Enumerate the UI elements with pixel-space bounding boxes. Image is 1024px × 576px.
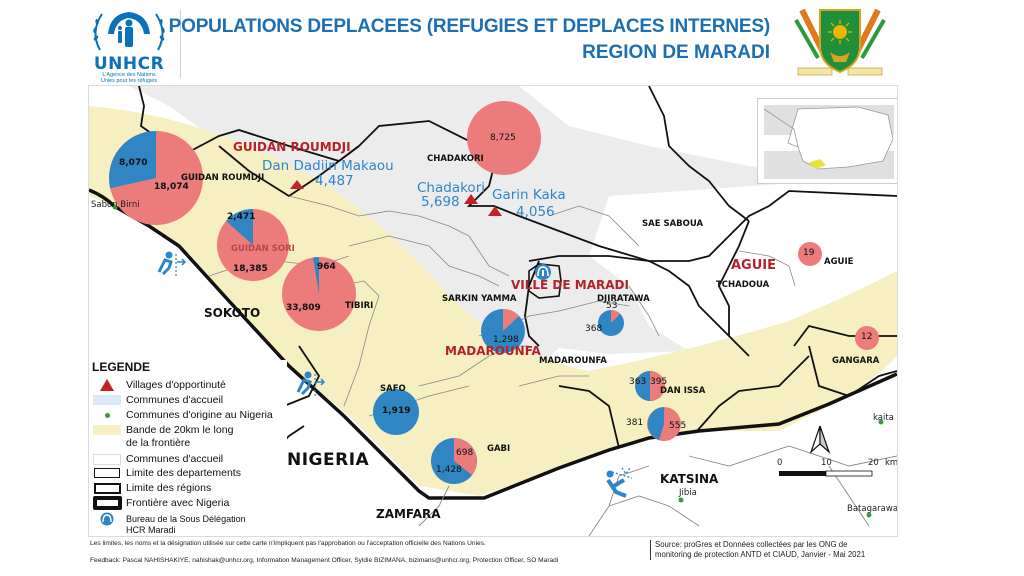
page-subtitle: REGION DE MARADI	[582, 42, 770, 63]
village-value-dan-dadiin-makaou: 4,487	[315, 173, 354, 189]
page-title: POPULATIONS DEPLACEES (REFUGIES ET DEPLA…	[168, 16, 771, 37]
commune-label-madarounfa: MADAROUNFA	[539, 356, 607, 366]
pie-label: 2,471	[227, 212, 256, 222]
border-outline-icon	[92, 496, 122, 510]
unhcr-subtitle-line1: L'Agence des Nations	[102, 72, 156, 78]
inset-locator-map	[757, 98, 897, 184]
legend-item-bureau-hcr: Bureau de la Sous Délégation	[92, 512, 246, 526]
scale-label-0: 0	[777, 458, 783, 468]
commune-label-djiratawa: DJIRATAWA	[597, 294, 650, 304]
pie-label: 8,725	[490, 133, 516, 143]
niger-coat-of-arms-icon	[784, 2, 896, 82]
source-line-2: monitoring de protection ANTD et CIAUD, …	[655, 550, 866, 559]
green-dot-icon	[92, 409, 122, 421]
pie-guidan-roumdji	[109, 131, 203, 225]
legend-item-communes-origine: Communes d'origine au Nigeria	[92, 408, 273, 422]
scale-label-10: 10	[821, 458, 832, 468]
pie-label: 363	[629, 377, 647, 387]
scale-unit: km	[885, 458, 898, 468]
light-blue-swatch-icon	[92, 394, 122, 406]
unhcr-office-icon	[92, 512, 122, 526]
red-triangle-icon	[92, 379, 122, 391]
pie-label: 1,919	[382, 406, 411, 416]
disclaimer-text: Les limites, les noms et la désignation …	[90, 540, 486, 547]
town-label-sabon-birni: Sabon Birni	[91, 200, 140, 210]
legend-item-communes-accueil-blue: Communes d'accueil	[92, 393, 223, 407]
village-value-garin-kaka: 4,056	[516, 204, 555, 220]
pie-label: 368	[585, 324, 603, 334]
dept-label-guidan-roumdji: GUIDAN ROUMDJI	[233, 140, 351, 154]
commune-label-gabi: GABI	[487, 444, 511, 454]
pie-label: 12	[861, 332, 873, 342]
village-label-garin-kaka: Garin Kaka	[492, 187, 566, 203]
state-label-zamfara: ZAMFARA	[376, 507, 441, 521]
legend-item-villages: Villages d'opportinuté	[92, 378, 226, 392]
commune-label-dan-issa: DAN ISSA	[660, 386, 706, 396]
white-swatch-icon	[92, 453, 122, 465]
commune-label-aguie: AGUIE	[824, 257, 854, 267]
legend-item-bureau-hcr-line2: HCR Maradi	[126, 525, 176, 535]
yellow-swatch-icon	[92, 424, 122, 436]
commune-label-tibiri: TIBIRI	[345, 301, 374, 311]
pie-label: 964	[317, 262, 336, 272]
pie-label: 698	[456, 448, 474, 458]
town-label-batagarawa: Batagarawa	[847, 504, 898, 514]
feedback-text: Feedback: Pascal NAHISHAKIYE, nahishak@u…	[90, 557, 559, 564]
region-outline-icon	[92, 482, 122, 494]
legend-title: LEGENDE	[92, 360, 151, 374]
unhcr-subtitle-line2: Unies pour les réfugiés	[100, 78, 158, 84]
unhcr-wordmark: UNHCR	[93, 54, 165, 74]
scale-label-20: 20	[868, 458, 879, 468]
unhcr-subtitle: L'Agence des Nations Unies pour les réfu…	[86, 72, 172, 84]
source-note: Source: proGres et Données collectées pa…	[650, 540, 865, 560]
displacement-icons	[157, 251, 633, 498]
pie-label: 18,074	[154, 182, 189, 192]
unhcr-logo: UNHCR L'Agence des Nations Unies pour le…	[86, 6, 172, 84]
legend-item-limite-departements: Limite des departements	[92, 466, 241, 480]
commune-label-guidan-sori: GUIDAN SORI	[231, 244, 295, 254]
commune-label-chadakori: CHADAKORI	[427, 154, 484, 164]
state-label-sokoto: SOKOTO	[204, 306, 261, 320]
pie-label: 381	[626, 418, 644, 428]
north-arrow-icon	[809, 425, 831, 454]
dept-label-aguie: AGUIE	[731, 258, 777, 273]
village-value-chadakori: 5,698	[421, 194, 460, 210]
town-label-kaita: kaita	[873, 413, 894, 423]
pie-label: 555	[669, 421, 687, 431]
commune-label-guidan-roumdji: GUIDAN ROUMDJI	[181, 173, 265, 183]
commune-label-sarkin-yamma: SARKIN YAMMA	[442, 294, 517, 304]
village-label-chadakori: Chadakori	[417, 180, 485, 196]
department-outline-icon	[92, 467, 122, 479]
country-label-nigeria: NIGERIA	[287, 450, 370, 470]
state-label-katsina: KATSINA	[660, 472, 719, 486]
dept-label-ville-de-maradi: VILLE DE MARADI	[511, 278, 629, 292]
unhcr-emblem-icon	[93, 12, 165, 51]
commune-label-gangara: GANGARA	[832, 356, 880, 366]
pie-label: 19	[803, 248, 815, 258]
header-divider	[180, 10, 181, 78]
source-line-1: Source: proGres et Données collectées pa…	[655, 540, 848, 549]
commune-label-sae-saboua: SAE SABOUA	[642, 219, 704, 229]
town-label-jibia: Jibia	[679, 488, 697, 498]
pie-label: 33,809	[286, 303, 321, 313]
commune-label-tchadoua: TCHADOUA	[716, 280, 770, 290]
legend-item-bande-20km: Bande de 20km le long	[92, 423, 233, 437]
legend-item-bande-20km-line2: de la frontière	[126, 437, 191, 449]
pie-label: 53	[606, 301, 618, 311]
pie-label: 8,070	[119, 158, 148, 168]
legend-item-frontiere: Frontière avec Nigeria	[92, 496, 229, 510]
pie-label: 395	[650, 377, 668, 387]
pie-label: 1,298	[493, 335, 519, 345]
legend-item-communes-accueil-white: Communes d'accueil	[92, 452, 223, 466]
pie-label: 1,428	[436, 465, 462, 475]
map-legend: LEGENDE Villages d'opportinuté Communes …	[92, 360, 287, 535]
dept-label-madarounfa: MADAROUNFA	[445, 344, 541, 358]
pie-label: 18,385	[233, 264, 268, 274]
legend-item-limite-regions: Limite des régions	[92, 481, 211, 495]
commune-label-safo: SAFO	[380, 384, 406, 394]
village-label-dan-dadiin-makaou: Dan Dadiin Makaou	[262, 158, 394, 174]
